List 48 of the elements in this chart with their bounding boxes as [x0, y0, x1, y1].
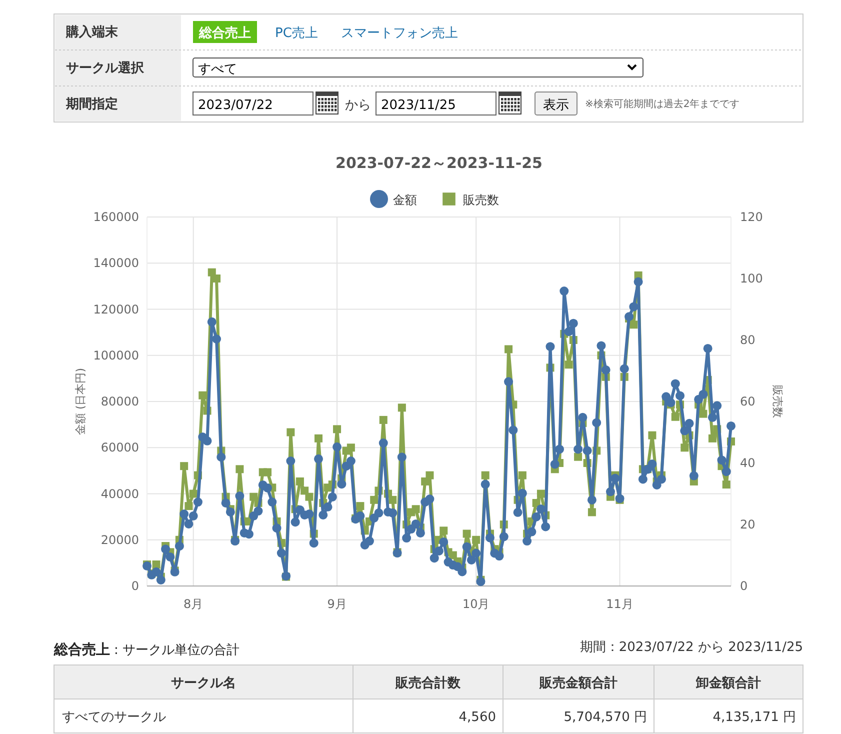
y-tick-label: 100000 — [93, 348, 139, 362]
y-axis-title: 金額 (日本円) — [74, 368, 87, 436]
legend-label: 販売数 — [463, 193, 499, 207]
text: 5,704,570 円 — [564, 710, 647, 725]
text: 表示 — [543, 98, 569, 113]
x-tick-label: 9月 — [327, 597, 347, 611]
text: PC売上 — [275, 26, 318, 41]
text: サークル名 — [171, 676, 236, 691]
text: : サークル単位の合計 — [114, 643, 240, 658]
text: すべてのサークル — [62, 710, 166, 725]
y2-tick-label: 40 — [740, 456, 756, 470]
text: ※検索可能期間は過去2年までです — [585, 98, 740, 110]
text: 期間：2023/07/22 から 2023/11/25 — [580, 640, 803, 655]
y-tick-label: 80000 — [100, 394, 139, 408]
x-tick-label: 8月 — [184, 597, 204, 611]
legend-label: 金額 — [393, 193, 417, 207]
x-tick-label: 11月 — [606, 597, 634, 611]
y-tick-label: 120000 — [93, 302, 139, 316]
y2-tick-label: 80 — [740, 333, 756, 347]
y2-tick-label: 60 — [740, 394, 756, 408]
text: 販売金額合計 — [538, 675, 618, 691]
text: 卸金額合計 — [695, 675, 761, 691]
text: 総合売上 — [53, 642, 110, 658]
y2-tick-label: 0 — [740, 579, 748, 593]
y-tick-label: 140000 — [93, 256, 139, 270]
text: 期間指定 — [65, 96, 118, 112]
text: 販売合計数 — [394, 675, 462, 691]
y-tick-label: 60000 — [100, 440, 139, 455]
text: スマートフォン売上 — [341, 26, 458, 41]
y2-axis-title: 販売数 — [771, 385, 784, 418]
y-tick-label: 0 — [131, 579, 139, 593]
y2-tick-label: 20 — [740, 518, 756, 532]
text: 2023/11/25 — [381, 98, 456, 113]
text: 4,560 — [458, 710, 496, 725]
text: サークル選択 — [66, 61, 145, 76]
y2-tick-label: 120 — [740, 210, 763, 224]
chart-title: 2023-07-22～2023-11-25 — [336, 154, 542, 172]
text: 4,135,171 円 — [712, 710, 796, 725]
text: すべて — [198, 62, 237, 77]
text: から — [345, 98, 371, 113]
y-tick-label: 160000 — [93, 210, 139, 224]
y-tick-label: 20000 — [100, 532, 139, 547]
y-tick-label: 40000 — [100, 486, 139, 501]
text: 購入端末 — [65, 24, 119, 40]
text: 総合売上 — [198, 25, 251, 41]
text: 2023/07/22 — [198, 98, 273, 113]
y2-tick-label: 100 — [740, 272, 763, 286]
x-tick-label: 10月 — [462, 597, 490, 611]
